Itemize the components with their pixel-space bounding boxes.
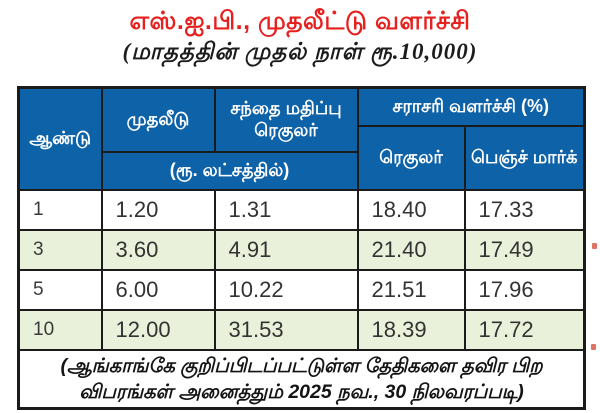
cell-growth-regular: 18.39 <box>356 308 466 351</box>
cell-growth-benchmark: 17.33 <box>463 188 586 231</box>
header-benchmark: பெஞ்ச் மார்க் <box>463 124 586 191</box>
table-footnote: (ஆங்காங்கே குறிப்பிடப்பட்டுள்ள தேதிகளை த… <box>17 348 586 410</box>
sip-growth-table: ஆண்டு முதலீடு சந்தை மதிப்பு ரெகுலர் சராச… <box>17 86 586 411</box>
cell-growth-regular: 18.40 <box>356 188 466 231</box>
table-row-year-5: 5 6.00 10.22 21.51 17.96 <box>17 268 586 311</box>
header-year: ஆண்டு <box>17 86 103 191</box>
header-rs-lakhs-note: (ரூ. லட்சத்தில்) <box>100 150 359 191</box>
cell-year: 1 <box>17 188 103 231</box>
header-row-bottom: (ரூ. லட்சத்தில்) <box>19 150 585 191</box>
cell-year: 10 <box>17 308 103 351</box>
cell-growth-regular: 21.51 <box>356 268 466 311</box>
cell-market-value: 31.53 <box>213 308 359 351</box>
page-subtitle: (மாதத்தின் முதல் நாள் ரூ.10,000) <box>122 38 478 64</box>
page-title: எஸ்.ஐ.பி., முதலீட்டு வளர்ச்சி <box>129 7 471 35</box>
footnote-row: (ஆங்காங்கே குறிப்பிடப்பட்டுள்ள தேதிகளை த… <box>17 348 586 410</box>
cell-investment: 3.60 <box>100 228 216 271</box>
header-investment: முதலீடு <box>100 86 216 153</box>
header-row-middle: ரெகுலர் பெஞ்ச் மார்க் <box>19 124 586 191</box>
cell-investment: 12.00 <box>100 308 216 351</box>
page: எஸ்.ஐ.பி., முதலீட்டு வளர்ச்சி (மாதத்தின்… <box>0 7 600 413</box>
cell-growth-benchmark: 17.72 <box>463 308 586 351</box>
header-market-value-regular: சந்தை மதிப்பு ரெகுலர் <box>213 86 359 153</box>
cell-year: 3 <box>17 228 103 271</box>
cell-market-value: 10.22 <box>213 268 359 311</box>
cell-market-value: 4.91 <box>213 228 359 271</box>
header-regular: ரெகுலர் <box>356 124 466 191</box>
header-row-top: ஆண்டு முதலீடு சந்தை மதிப்பு ரெகுலர் சராச… <box>17 86 586 191</box>
header-average-growth: சராசரி வளர்ச்சி (%) <box>356 86 586 127</box>
cell-market-value: 1.31 <box>213 188 359 231</box>
table-row-year-10: 10 12.00 31.53 18.39 17.72 <box>17 308 586 351</box>
cell-investment: 6.00 <box>100 268 216 311</box>
table-row-year-1: 1 1.20 1.31 18.40 17.33 <box>17 188 586 231</box>
cell-year: 5 <box>17 268 103 311</box>
cell-investment: 1.20 <box>100 188 216 231</box>
cell-growth-benchmark: 17.96 <box>463 268 586 311</box>
artifact-speck <box>591 344 596 350</box>
table-row-year-3: 3 3.60 4.91 21.40 17.49 <box>17 228 586 271</box>
cell-growth-benchmark: 17.49 <box>463 228 586 271</box>
artifact-speck <box>592 243 597 249</box>
cell-growth-regular: 21.40 <box>356 228 466 271</box>
